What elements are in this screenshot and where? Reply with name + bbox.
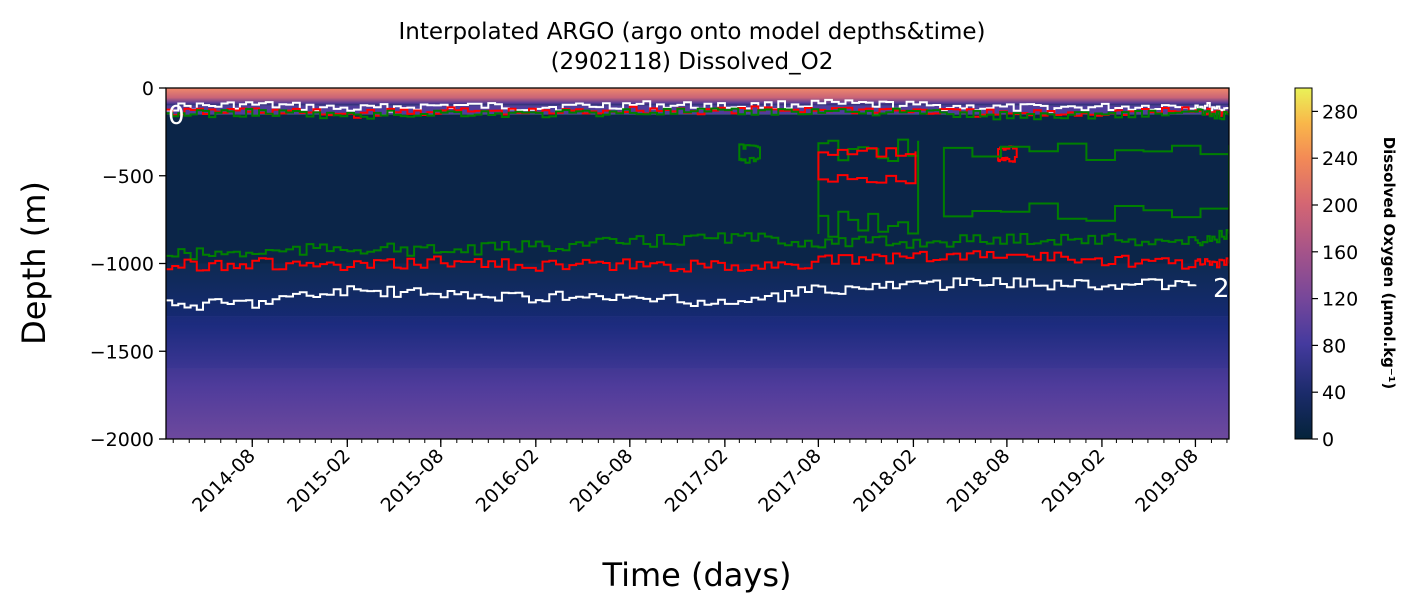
plot-area	[166, 88, 1229, 439]
x-tick-label: 2019-08	[1131, 445, 1203, 517]
contour-patches	[738, 138, 1229, 238]
colorbar-tick-label: 40	[1322, 382, 1346, 404]
y-tick-label: 0	[142, 78, 154, 100]
oxygen-band	[166, 114, 1229, 264]
y-tick-label: −2000	[90, 429, 154, 451]
contour-patch	[738, 143, 761, 164]
contour-patch	[817, 147, 917, 185]
oxygen-depth-bands	[166, 88, 1229, 439]
x-axis: 2014-08 2015-02 2015-08 2016-02 2016-08 2017-…	[172, 439, 1228, 517]
colorbar-tick-label: 0	[1322, 429, 1334, 451]
colorbar-tick-label: 280	[1322, 101, 1358, 123]
contour-patch	[942, 142, 1229, 222]
colorbar-gradient	[1294, 87, 1313, 440]
colorbar-tick-label: 200	[1322, 195, 1358, 217]
x-tick-label: 2015-08	[377, 445, 449, 517]
x-tick-label: 2016-08	[566, 445, 638, 517]
x-tick-label: 2017-02	[661, 445, 733, 517]
x-tick-label: 2019-02	[1038, 445, 1110, 517]
x-tick-label: 2014-08	[188, 445, 260, 517]
colorbar-tick-label: 120	[1322, 289, 1358, 311]
colorbar-tick-label: 160	[1322, 242, 1358, 264]
contour-line	[166, 277, 1197, 311]
y-axis-label: Depth (m)	[15, 181, 53, 345]
colorbar-tick-label: 240	[1322, 148, 1358, 170]
y-tick-label: −1000	[90, 254, 154, 276]
contour-label-right: 2	[1213, 274, 1230, 304]
contour-line	[166, 107, 1229, 121]
x-tick-label: 2018-02	[849, 445, 921, 517]
x-tick-label: 2018-08	[943, 445, 1015, 517]
chart-subtitle: (2902118) Dissolved_O2	[551, 49, 834, 75]
chart-title: Interpolated ARGO (argo onto model depth…	[398, 19, 985, 45]
x-axis-label: Time (days)	[602, 556, 792, 594]
x-tick-label: 2016-02	[472, 445, 544, 517]
y-tick-label: −1500	[90, 341, 154, 363]
contour-line	[166, 250, 1229, 273]
contour-label-left: 0	[168, 101, 185, 131]
colorbar-ticks: 0 40 80 120 160 200 240 280	[1312, 101, 1358, 451]
deep-water-gradient	[166, 263, 1229, 439]
contour-line	[166, 98, 1229, 113]
y-axis: 0 −500 −1000 −1500 −2000	[90, 78, 166, 451]
colorbar-label: Dissolved Oxygen (µmol.kg⁻¹)	[1380, 137, 1398, 390]
colorbar: 0 40 80 120 160 200 240 280	[1294, 87, 1358, 451]
x-tick-label: 2015-02	[283, 445, 355, 517]
x-tick-label: 2017-08	[754, 445, 826, 517]
y-tick-label: −500	[102, 166, 154, 188]
contour-line	[166, 229, 1229, 261]
oxygen-band	[166, 88, 1229, 106]
contour-patch	[997, 145, 1018, 163]
colorbar-tick-label: 80	[1322, 335, 1346, 357]
contour-lines	[166, 98, 1229, 311]
contour-patch	[817, 138, 920, 238]
